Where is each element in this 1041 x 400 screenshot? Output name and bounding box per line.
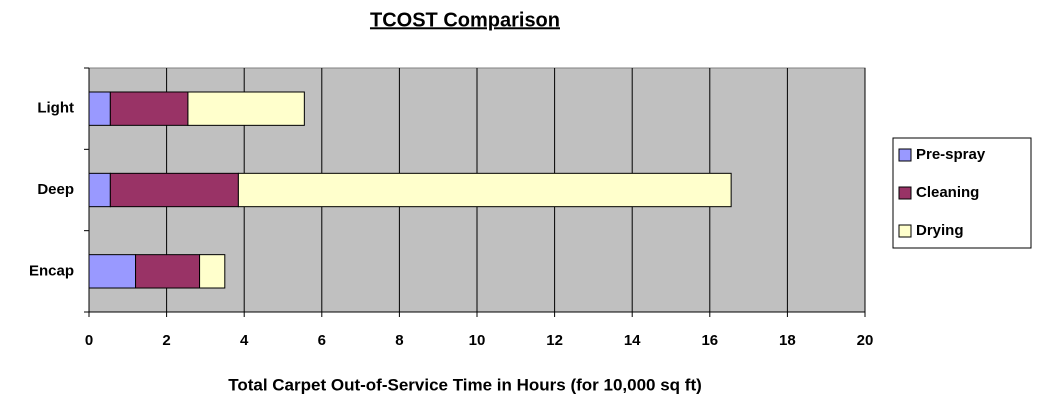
y-tick-label: Encap (29, 262, 74, 279)
x-tick-label: 6 (318, 332, 326, 349)
bar-segment (109, 172, 239, 208)
legend-label: Pre-spray (916, 146, 986, 163)
x-tick-label: 20 (857, 332, 874, 349)
x-tick-label: 4 (240, 332, 249, 349)
bar-segment (88, 254, 137, 289)
bar-segment (88, 172, 111, 208)
bar-segment (109, 91, 189, 126)
bar-segment (237, 172, 732, 208)
x-tick-label: 12 (546, 332, 563, 349)
bar-segment (187, 91, 305, 126)
legend-label: Drying (916, 222, 964, 239)
bar-segment (135, 254, 201, 289)
legend-swatch (898, 186, 912, 200)
legend-swatch (898, 224, 912, 238)
legend-swatch (898, 148, 912, 162)
x-tick-label: 8 (395, 332, 403, 349)
x-axis-label: Total Carpet Out-of-Service Time in Hour… (228, 375, 702, 394)
chart-title: TCOST Comparison (370, 9, 560, 31)
x-tick-label: 14 (624, 332, 641, 349)
x-tick-label: 0 (85, 332, 93, 349)
y-tick-label: Deep (37, 181, 74, 198)
bar-segment (199, 254, 226, 289)
x-tick-label: 10 (469, 332, 486, 349)
bar-segment (88, 91, 111, 126)
legend-label: Cleaning (916, 184, 979, 201)
x-tick-label: 18 (779, 332, 796, 349)
y-tick-label: Light (37, 100, 74, 117)
x-tick-label: 16 (701, 332, 718, 349)
legend-box (892, 137, 1032, 249)
x-tick-label: 2 (162, 332, 170, 349)
